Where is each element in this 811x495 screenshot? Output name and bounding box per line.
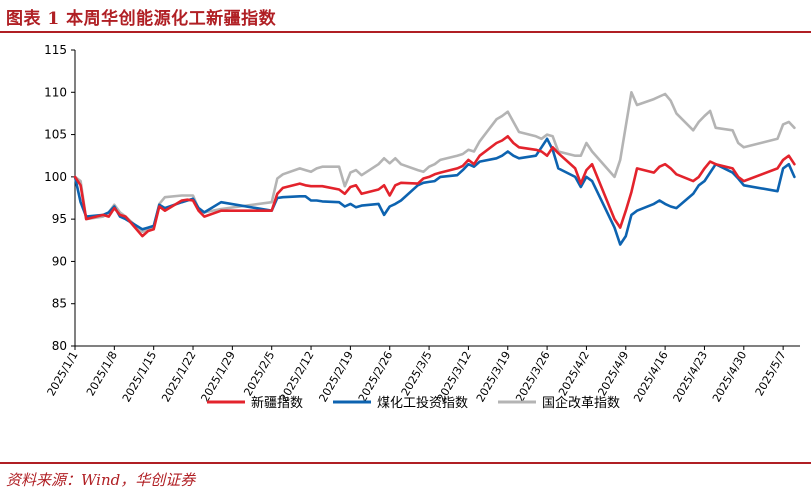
x-tick-label: 2025/4/23 [671, 349, 710, 404]
series-line-3 [73, 90, 796, 234]
x-tick-label: 2025/4/16 [631, 349, 670, 404]
y-tick-label: 80 [52, 339, 67, 353]
x-tick-label: 2025/4/9 [595, 349, 631, 398]
y-tick-label: 110 [44, 85, 67, 99]
x-tick-label: 2025/2/5 [241, 349, 277, 398]
x-tick-label: 2025/4/2 [556, 349, 592, 398]
x-tick-label: 2025/4/30 [710, 349, 749, 404]
series-line-2 [73, 137, 796, 246]
y-tick-label: 100 [44, 170, 67, 184]
x-tick-label: 2025/2/19 [317, 349, 356, 404]
x-tick-label: 2025/1/8 [84, 349, 120, 398]
footer-rule [0, 462, 811, 464]
x-tick-label: 2025/1/29 [199, 349, 238, 404]
x-tick-label: 2025/1/1 [45, 349, 81, 398]
title-rule [0, 31, 811, 33]
x-tick-label: 2025/5/7 [753, 349, 789, 398]
legend-label-3: 国企改革指数 [542, 395, 620, 411]
series-line-1 [73, 135, 796, 238]
x-tick-label: 2025/3/19 [474, 349, 513, 404]
legend-label-2: 煤化工投资指数 [377, 395, 468, 411]
y-tick-label: 90 [52, 254, 67, 268]
legend-label-1: 新疆指数 [251, 395, 303, 411]
x-tick-label: 2025/1/15 [120, 349, 159, 404]
x-tick-label: 2025/3/5 [399, 349, 435, 398]
y-tick-label: 85 [52, 297, 67, 311]
source-note: 资料来源：Wind，华创证券 [6, 471, 196, 489]
y-tick-label: 115 [44, 43, 67, 57]
y-tick-label: 95 [52, 212, 67, 226]
x-tick-label: 2025/1/22 [159, 349, 198, 404]
chart-title: 图表 1 本周华创能源化工新疆指数 [6, 9, 277, 29]
y-tick-label: 105 [44, 128, 67, 142]
